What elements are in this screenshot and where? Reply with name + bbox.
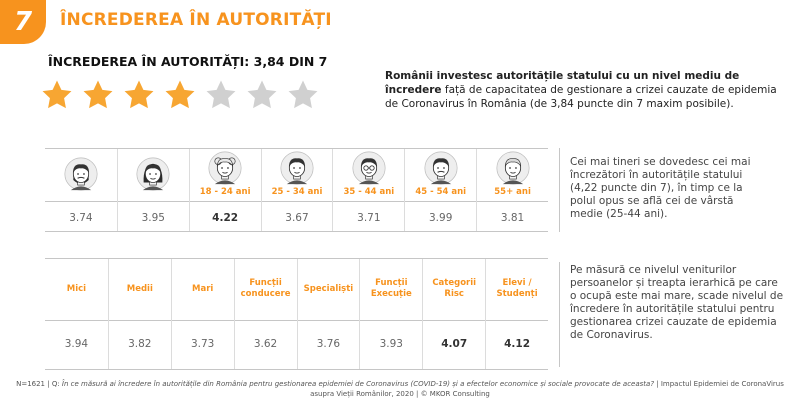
category-label: Elevi / Studenți: [496, 278, 538, 299]
trust-score-value: 3.74: [69, 212, 93, 224]
trust-score-value: 3.71: [357, 212, 381, 224]
adult-glasses-avatar-icon: [352, 151, 386, 185]
category-label: Mari: [192, 283, 214, 294]
filled-star-icon: [124, 80, 154, 109]
category-label: Specialiști: [303, 283, 354, 294]
demographic-column: 18 - 24 ani 4.22: [188, 149, 261, 231]
income-position-note: Pe măsură ce nivelul veniturilor persoan…: [559, 262, 784, 367]
star-rating: [40, 78, 320, 112]
income-position-table: Mici 3.94 Medii 3.82 Mari 3.73 Funcții conduce…: [45, 258, 548, 370]
category-label: Funcții Execuție: [370, 278, 412, 299]
age-group-label: 45 - 54 ani: [415, 187, 467, 197]
trust-score-value: 4.22: [212, 212, 239, 224]
filled-star-icon: [42, 80, 72, 109]
category-column: Categorii Risc 4.07: [422, 259, 485, 369]
senior-avatar-icon: [496, 151, 530, 185]
trust-score-value: 3.81: [500, 212, 525, 224]
trust-score-value: 3.73: [190, 338, 215, 350]
trust-score-value: 3.67: [285, 212, 309, 224]
trust-score-value: 4.07: [441, 338, 468, 350]
trust-score-value: 3.82: [128, 338, 152, 350]
category-column: Funcții Execuție 3.93: [359, 259, 422, 369]
rating-label: ÎNCREDEREA ÎN AUTORITĂȚI: 3,84 DIN 7: [48, 54, 328, 69]
age-group-label: 35 - 44 ani: [343, 187, 395, 197]
trust-score-value: 3.95: [141, 212, 165, 224]
footer-question: În ce măsură ai încredere în autoritățil…: [61, 380, 655, 388]
empty-star-icon: [206, 80, 236, 109]
category-label: Mici: [66, 283, 87, 294]
child-avatar-icon: [208, 151, 242, 185]
trust-score-value: 3.94: [64, 338, 89, 350]
female-avatar-icon: [136, 157, 170, 191]
demographic-column: 25 - 34 ani 3.67: [260, 149, 333, 231]
category-label: Categorii Risc: [432, 278, 477, 299]
demographic-column: 35 - 44 ani 3.71: [332, 149, 404, 231]
trust-score-value: 4.12: [504, 338, 531, 350]
young-adult-avatar-icon: [280, 151, 314, 185]
category-label: Medii: [126, 283, 153, 294]
footer-source: N=1621 | Q: În ce măsură ai încredere în…: [16, 380, 784, 398]
intro-text: Românii investesc autoritățile statului …: [385, 69, 790, 111]
section-number-badge: 7: [0, 0, 46, 44]
section-title: ÎNCREDEREA ÎN AUTORITĂȚI: [60, 10, 332, 30]
category-label: Funcții conducere: [240, 278, 291, 299]
empty-star-icon: [288, 80, 318, 109]
empty-star-icon: [247, 80, 277, 109]
demographics-table: 3.74 3.95 18 - 24 ani 4.22 25 - 34 ani 3.67 35…: [45, 148, 548, 232]
filled-star-icon: [83, 80, 113, 109]
filled-star-icon: [165, 80, 195, 109]
age-group-label: 18 - 24 ani: [199, 187, 251, 197]
trust-score-value: 3.76: [316, 338, 341, 350]
category-column: Medii 3.82: [107, 259, 171, 369]
category-column: Mari 3.73: [170, 259, 234, 369]
demographic-column: 55+ ani 3.81: [476, 149, 548, 231]
middle-aged-avatar-icon: [424, 151, 458, 185]
age-group-label: 55+ ani: [494, 187, 531, 197]
category-column: Funcții conducere 3.62: [233, 259, 297, 369]
demographic-column: 45 - 54 ani 3.99: [404, 149, 476, 231]
trust-score-value: 3.99: [429, 212, 453, 224]
demographic-column: 3.95: [116, 149, 189, 231]
male-avatar-icon: [64, 157, 98, 191]
category-column: Specialiști 3.76: [296, 259, 360, 369]
age-group-label: 25 - 34 ani: [271, 187, 323, 197]
intro-bold: Românii investesc autoritățile statului …: [385, 70, 740, 96]
trust-score-value: 3.62: [253, 338, 278, 350]
demographic-column: 3.74: [45, 149, 117, 231]
trust-score-value: 3.93: [379, 338, 403, 350]
intro-rest: față de capacitatea de gestionare a criz…: [385, 84, 777, 110]
category-column: Mici 3.94: [45, 259, 108, 369]
demographics-note: Cei mai tineri se dovedesc cei mai încre…: [559, 148, 759, 232]
category-column: Elevi / Studenți 4.12: [485, 259, 548, 369]
